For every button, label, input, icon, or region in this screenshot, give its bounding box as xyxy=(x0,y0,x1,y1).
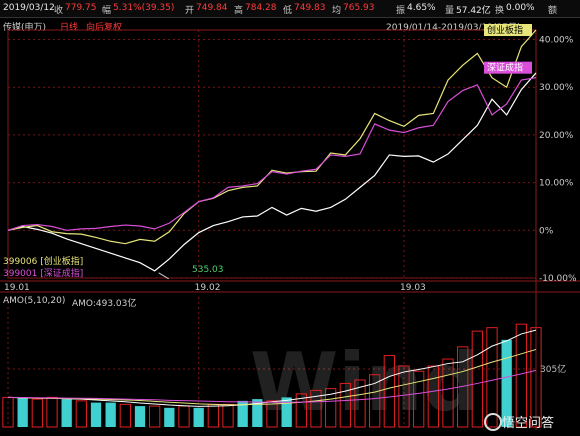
open-label: 开 xyxy=(185,6,195,16)
avg-label: 均 xyxy=(332,6,342,16)
volume-bar xyxy=(266,400,278,428)
volume-bars xyxy=(2,323,542,428)
legend-szcz: 399001 [深证成指] xyxy=(3,269,84,279)
adjust-label[interactable]: 向后复权 xyxy=(86,23,123,33)
volume-ma-lines xyxy=(7,329,537,407)
min-pointer xyxy=(158,272,169,280)
low-value: 749.83 xyxy=(294,3,326,13)
period-label[interactable]: 日线 xyxy=(60,23,79,33)
volume-bar xyxy=(178,405,190,428)
volume-bar xyxy=(90,402,102,427)
volume-bar xyxy=(164,407,175,427)
volume-bar xyxy=(295,393,307,428)
y-tick-label: 10.00% xyxy=(539,179,574,189)
close-label: 收 xyxy=(54,6,64,16)
volume-bar xyxy=(237,400,248,427)
volume-bar xyxy=(325,388,337,428)
volume-bar xyxy=(530,327,542,428)
volume-bar xyxy=(339,382,351,428)
volume-bar xyxy=(281,397,292,427)
volume-bar xyxy=(222,403,234,428)
amplitude-label: 振 xyxy=(396,6,406,16)
x-tick-label: 19.03 xyxy=(400,283,426,293)
cyb-tag-text: 创业板指 xyxy=(487,24,523,36)
close-value: 779.75 xyxy=(65,3,97,13)
turnover-label: 换 xyxy=(495,6,505,16)
volume-bar xyxy=(119,403,131,428)
x-axis-ticks: 19.01 19.02 19.03 xyxy=(4,283,426,293)
high-label: 高 xyxy=(234,6,244,16)
volume-bar xyxy=(310,389,322,428)
volume-bar xyxy=(61,399,72,427)
volume-bar xyxy=(193,407,204,427)
x-tick-label: 19.02 xyxy=(195,283,221,293)
brand-text: 悟空问答 xyxy=(502,416,555,431)
volume-bar xyxy=(252,399,263,427)
volume-bar xyxy=(105,402,116,427)
y-tick-label: -10.00% xyxy=(539,274,577,284)
szcz-tag-text: 深证成指 xyxy=(487,62,523,74)
volume-bar xyxy=(149,405,161,428)
low-label: 低 xyxy=(283,6,293,16)
legend-cyb: 399006 [创业板指] xyxy=(3,257,84,267)
avg-value: 765.93 xyxy=(343,3,375,13)
security-name: 传媒(申万) xyxy=(3,23,47,33)
volume-bar xyxy=(134,406,146,427)
turnover-value: 0.00% xyxy=(506,3,535,13)
volume-bar xyxy=(515,323,527,428)
high-value: 784.28 xyxy=(245,3,277,13)
main-panel-frame xyxy=(7,29,537,279)
y-tick-label: 20.00% xyxy=(539,131,574,141)
volume-bar xyxy=(442,358,454,428)
chart-grid xyxy=(0,29,580,430)
price-series xyxy=(7,29,537,280)
brand-logo-icon xyxy=(484,413,502,431)
volume-bar xyxy=(17,397,28,427)
volume-bar xyxy=(413,370,425,428)
szcz-tag-box xyxy=(484,61,532,74)
x-tick-label: 19.01 xyxy=(4,283,30,293)
media-series-line xyxy=(7,72,537,272)
volume-bar xyxy=(501,339,512,427)
volume-bar xyxy=(471,330,483,428)
volume-bar xyxy=(354,379,366,428)
volume-bar xyxy=(369,374,381,428)
volume-bar xyxy=(398,365,410,428)
volume-bar xyxy=(46,396,58,428)
volume-ma20-line xyxy=(7,369,537,403)
open-value: 749.84 xyxy=(196,3,228,13)
szcz-series-line xyxy=(7,77,537,231)
volume-bar xyxy=(383,355,395,428)
volume-title: AMO(5,10,20) xyxy=(3,296,66,306)
volume-bar xyxy=(31,398,43,428)
cyb-tag-box xyxy=(484,24,532,36)
change-label: 幅 xyxy=(102,6,112,16)
amount-value: 57.42亿 xyxy=(456,6,491,16)
volume-ma5-line xyxy=(7,329,537,407)
cyb-series-line xyxy=(7,29,537,245)
volume-y-label: 305亿 xyxy=(540,365,567,375)
y-tick-label: 40.00% xyxy=(539,36,574,46)
change-value: 5.31%(39.35) xyxy=(113,3,175,13)
y-tick-label: 30.00% xyxy=(539,83,574,93)
quote-date: 2019/03/12 xyxy=(3,3,55,13)
quote-bar: 2019/03/12 收 779.75 幅 5.31%(39.35) 开 749… xyxy=(0,0,580,18)
volume-bar xyxy=(75,400,87,428)
date-range: 2019/01/14-2019/03/12(37日) xyxy=(386,23,521,33)
amount-label: 量 xyxy=(445,6,455,16)
amplitude-value: 4.65% xyxy=(407,3,436,13)
volume-bar xyxy=(427,365,439,428)
volume-value: AMO:493.03亿 xyxy=(72,299,137,309)
volume-ma10-line xyxy=(7,348,537,406)
extra-label: 额 xyxy=(548,6,558,16)
y-axis-ticks: -10.00% 0% 10.00% 20.00% 30.00% 40.00% xyxy=(539,36,577,284)
volume-bar xyxy=(207,403,219,428)
min-value-label: 535.03 xyxy=(192,265,224,275)
y-tick-label: 0% xyxy=(539,226,554,236)
